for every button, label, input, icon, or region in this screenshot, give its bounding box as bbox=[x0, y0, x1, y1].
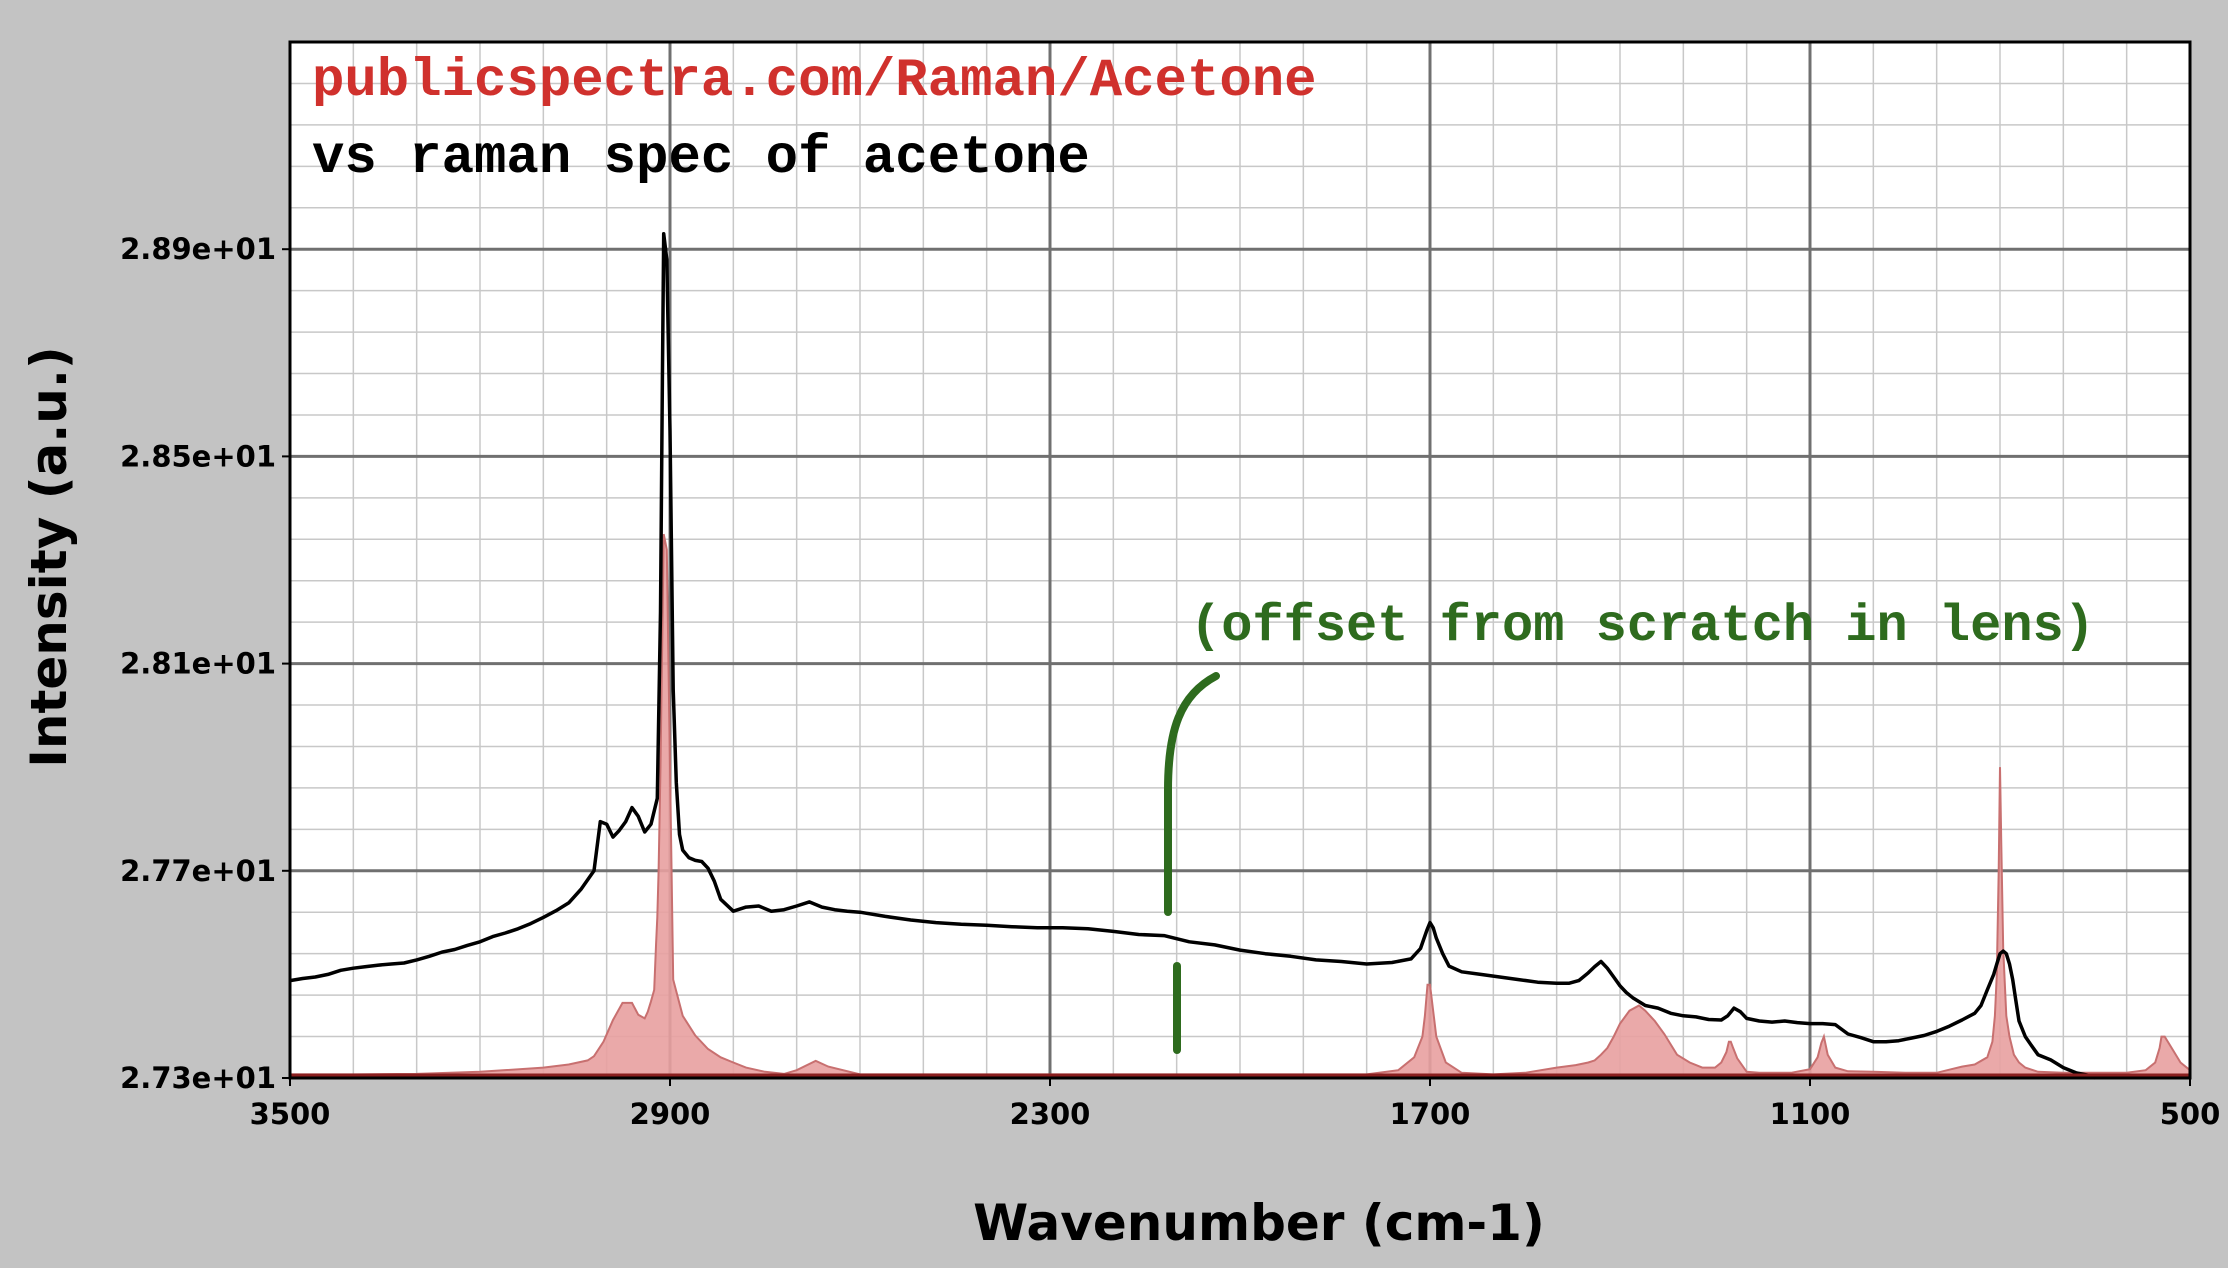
x-tick-label: 3500 bbox=[250, 1097, 331, 1131]
x-tick-label: 1700 bbox=[1390, 1097, 1471, 1131]
annotation-text: (offset from scratch in lens) bbox=[1190, 597, 2095, 656]
series-layer bbox=[289, 231, 2191, 1080]
x-tick-label: 2300 bbox=[1010, 1097, 1091, 1131]
y-tick-label: 2.89e+01 bbox=[120, 232, 276, 266]
x-tick-label: 1100 bbox=[1770, 1097, 1851, 1131]
x-axis-label: Wavenumber (cm-1) bbox=[973, 1194, 1545, 1252]
annotation: (offset from scratch in lens) bbox=[1164, 597, 2095, 1054]
x-tick-label: 2900 bbox=[630, 1097, 711, 1131]
chart-subtitle: vs raman spec of acetone bbox=[312, 128, 1090, 189]
x-tick-label: 500 bbox=[2160, 1097, 2221, 1131]
y-tick-label: 2.85e+01 bbox=[120, 439, 276, 473]
y-axis-label: Intensity (a.u.) bbox=[20, 346, 78, 767]
y-tick-label: 2.81e+01 bbox=[120, 647, 276, 681]
grid-minor bbox=[290, 42, 2190, 1078]
plot-border bbox=[288, 40, 2192, 1080]
y-tick-label: 2.73e+01 bbox=[120, 1061, 276, 1095]
annotation-arrow-curve bbox=[1164, 672, 1220, 916]
measured-spectrum-line bbox=[289, 231, 2096, 1080]
y-tick-label: 2.77e+01 bbox=[120, 854, 276, 888]
reference-spectrum-area bbox=[289, 533, 2191, 1079]
ticks-layer: 3500 2900 2300 1700 1100 500 2.73e+01 2.77e+01 2… bbox=[120, 232, 2220, 1131]
chart-title: publicspectra.com/Raman/Acetone bbox=[312, 51, 1317, 112]
